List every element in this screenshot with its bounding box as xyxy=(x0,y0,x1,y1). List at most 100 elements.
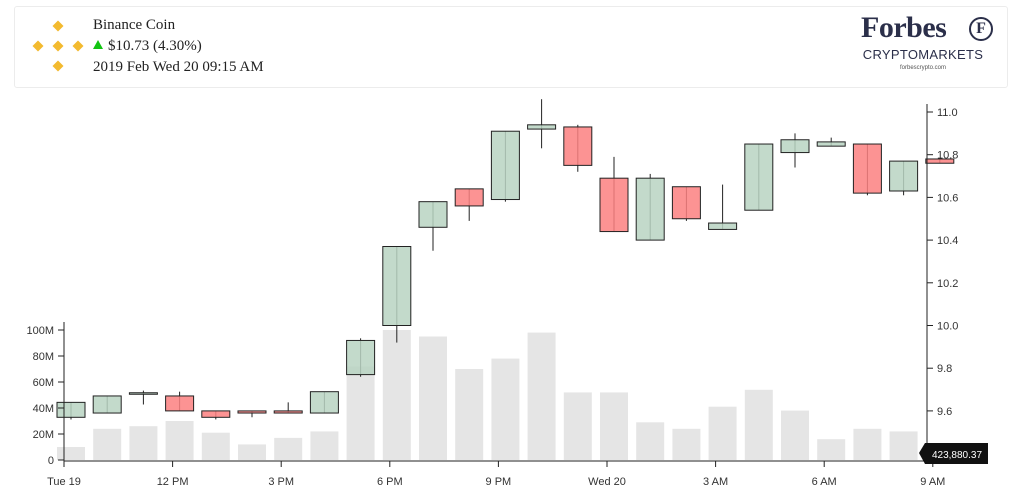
logo-diamond xyxy=(72,40,84,52)
price-candles xyxy=(56,99,955,420)
candle-body-up xyxy=(128,392,158,395)
candle xyxy=(382,246,412,343)
candle-body-up xyxy=(418,201,448,228)
candle xyxy=(128,390,158,405)
volume-bar xyxy=(853,428,882,460)
volume-tick-label: 40M xyxy=(33,403,54,415)
logo-diamond xyxy=(52,20,64,32)
price-change: $10.73 (4.30%) xyxy=(93,38,202,55)
time-tick-label: Tue 19 xyxy=(47,476,81,488)
volume-bar xyxy=(491,358,520,460)
candle xyxy=(563,124,593,172)
price-tick-label: 10.6 xyxy=(937,192,958,204)
volume-bar xyxy=(93,428,122,460)
candle xyxy=(346,338,376,377)
volume-bar xyxy=(346,366,375,460)
candle-body-down xyxy=(454,188,484,207)
binance-diamond-icon xyxy=(32,20,84,72)
candle-body-up xyxy=(56,401,86,418)
candle xyxy=(925,158,955,164)
candle xyxy=(889,160,919,196)
candle-body-up xyxy=(490,130,520,201)
volume-bar xyxy=(201,432,230,460)
volume-tick-label: 0 xyxy=(48,455,54,467)
candle xyxy=(56,401,86,420)
candle xyxy=(527,99,557,149)
candle-body-up xyxy=(889,160,919,192)
candle xyxy=(744,143,774,211)
volume-bar xyxy=(708,406,737,460)
volume-tick-label: 80M xyxy=(33,351,54,363)
candle-body-down xyxy=(165,395,195,412)
volume-bar xyxy=(129,426,158,460)
price-tick-label: 10.2 xyxy=(937,278,958,290)
time-tick-label: 9 AM xyxy=(920,476,945,488)
last-volume-tag-bg xyxy=(919,443,988,464)
last-volume-tag: 423,880.37 xyxy=(919,443,988,464)
volume-bar xyxy=(781,410,809,460)
price-tick-label: 11.0 xyxy=(937,107,958,119)
candle-body-down xyxy=(671,186,701,220)
header-panel: Binance Coin $10.73 (4.30%) 2019 Feb Wed… xyxy=(14,6,1008,88)
up-arrow-icon xyxy=(93,40,103,49)
candle-body-down xyxy=(852,143,882,194)
volume-bar xyxy=(455,369,484,460)
candle-body-up xyxy=(309,391,339,414)
candle-body-down xyxy=(563,126,593,166)
volume-bar xyxy=(672,428,701,460)
volume-tick-label: 100M xyxy=(26,325,54,337)
candle xyxy=(165,391,195,412)
volume-bar xyxy=(57,447,85,460)
price-tick-label: 10.0 xyxy=(937,321,958,333)
price-tick-label: 10.8 xyxy=(937,150,958,162)
candle xyxy=(490,130,520,202)
candle-body-up xyxy=(382,246,412,327)
candle xyxy=(237,410,267,418)
volume-bar xyxy=(310,431,339,460)
last-volume-label: 423,880.37 xyxy=(932,450,982,461)
volume-tick-label: 20M xyxy=(33,429,54,441)
volume-bar xyxy=(744,389,773,460)
candle-body-down xyxy=(237,410,267,414)
coin-name: Binance Coin xyxy=(93,17,176,33)
time-tick-label: Wed 20 xyxy=(588,476,626,488)
brand-badge-icon: F xyxy=(969,17,993,41)
candle-body-up xyxy=(744,143,774,211)
candle xyxy=(92,395,122,414)
brand-name: Forbes xyxy=(861,11,947,44)
candle xyxy=(454,188,484,221)
time-tick-label: 3 PM xyxy=(268,476,294,488)
candle-body-up xyxy=(527,124,557,130)
volume-bar xyxy=(238,444,266,460)
time-tick-label: 3 AM xyxy=(703,476,728,488)
forbes-cryptomarkets-logo[interactable]: Forbes F CRYPTOMARKETS forbescrypto.com xyxy=(853,11,993,81)
volume-bar xyxy=(563,392,592,460)
volume-bar xyxy=(600,392,628,460)
volume-tick-label: 60M xyxy=(33,377,54,389)
price-change-value: $10.73 (4.30%) xyxy=(108,38,202,54)
chart-axes: 9.6 9.8 10.0 10.2 10.4 10.6 10.8 11.0 0 20M 40M 60M… xyxy=(26,104,988,488)
candle xyxy=(201,410,231,420)
brand-url: forbescrypto.com xyxy=(899,65,947,71)
volume-bar xyxy=(382,330,411,460)
volume-bar xyxy=(419,336,447,460)
candle xyxy=(671,186,701,221)
candle xyxy=(780,133,810,168)
brand-subtitle: CRYPTOMARKETS xyxy=(862,47,984,62)
volume-bar xyxy=(274,437,303,460)
logo-diamond xyxy=(52,60,64,72)
time-tick-label: 9 PM xyxy=(486,476,512,488)
candle xyxy=(708,184,738,230)
candle-body-down xyxy=(273,410,303,414)
candle xyxy=(273,402,303,414)
price-tick-label: 9.8 xyxy=(937,363,952,375)
volume-bar xyxy=(889,431,918,460)
candle-body-up xyxy=(816,141,846,147)
candle-body-up xyxy=(346,339,376,376)
candle-body-down xyxy=(201,410,231,418)
candle-body-up xyxy=(708,222,738,230)
logo-diamond xyxy=(52,40,64,52)
price-tick-label: 9.6 xyxy=(937,406,952,418)
price-tick-label: 10.4 xyxy=(937,235,958,247)
